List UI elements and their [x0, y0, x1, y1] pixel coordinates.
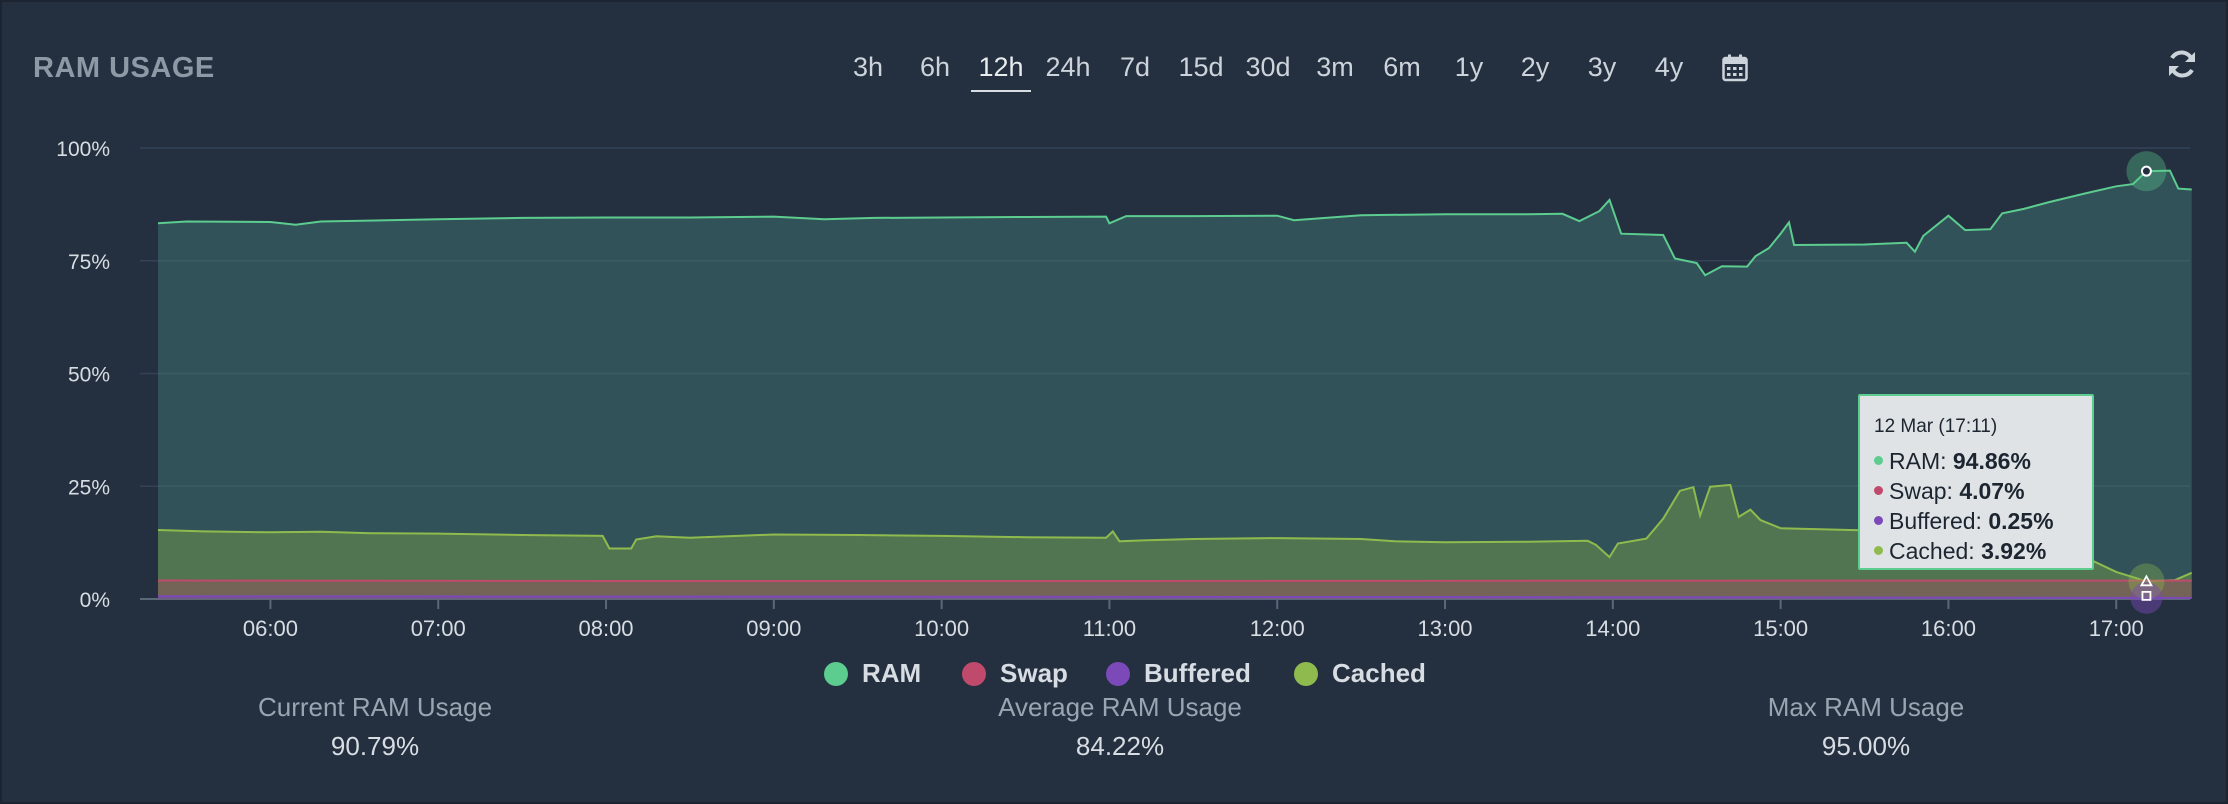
legend-label: Swap: [1000, 658, 1068, 688]
stat-label: Max RAM Usage: [1767, 692, 1965, 722]
tooltip-series-value: 0.25%: [1988, 508, 2054, 534]
range-6m[interactable]: 6m: [1383, 52, 1421, 82]
tooltip-series-value: 4.07%: [1959, 478, 2025, 504]
range-6h[interactable]: 6h: [919, 52, 951, 82]
legend-item-ram[interactable]: RAM: [824, 658, 921, 689]
panel-title: RAM USAGE: [33, 52, 215, 84]
range-24h[interactable]: 24h: [1045, 52, 1091, 82]
tooltip-series-value: 94.86%: [1952, 448, 2031, 474]
series-area-swap: [158, 580, 2192, 599]
active-range-underline: [971, 90, 1031, 92]
series-line-ram: [157, 169, 2192, 277]
range-30d[interactable]: 30d: [1245, 52, 1291, 82]
legend-item-swap[interactable]: Swap: [962, 658, 1068, 689]
hover-halo-cached: [2128, 563, 2165, 600]
hover-halo-buffered: [2130, 581, 2163, 614]
tooltip-row-buffered: Buffered: 0.25%: [1874, 506, 2078, 536]
x-tick-label: 13:00: [1417, 616, 1472, 641]
stat-value: 90.79%: [330, 731, 420, 761]
legend-label: RAM: [862, 658, 922, 688]
calendar-icon[interactable]: [1722, 54, 1748, 82]
tooltip-dot: [1874, 456, 1883, 466]
hover-marker-ram: [2140, 165, 2152, 177]
tooltip-dot: [1874, 546, 1883, 556]
tooltip-series-value: 3.92%: [1981, 538, 2047, 564]
y-tick-label: 25%: [68, 476, 110, 499]
series-area-cached: [158, 484, 2192, 599]
x-tick-label: 15:00: [1753, 616, 1808, 641]
series-area-ram: [158, 170, 2192, 599]
range-3y[interactable]: 3y: [1587, 52, 1617, 82]
x-tick-label: 10:00: [914, 616, 969, 641]
tooltip-series-name: Swap:: [1889, 478, 1960, 504]
tooltip-series-name: RAM:: [1889, 448, 1953, 474]
tooltip-dot: [1874, 486, 1883, 496]
tooltip-row-ram: RAM: 94.86%: [1874, 446, 2078, 476]
max-ram-usage: Max RAM Usage 95.00%: [1768, 692, 1965, 762]
x-tick-label: 12:00: [1250, 616, 1305, 641]
range-7d[interactable]: 7d: [1119, 52, 1151, 82]
tooltip-series-name: Cached:: [1889, 538, 1982, 564]
legend-label: Buffered: [1144, 658, 1251, 688]
y-tick-label: 50%: [68, 364, 110, 387]
hover-marker-buffered: [2141, 590, 2152, 601]
series-line-cached: [157, 483, 2193, 583]
range-3h[interactable]: 3h: [852, 52, 884, 82]
legend-dot: [1106, 661, 1130, 686]
ram-usage-chart[interactable]: 0% 25% 50% 75% 100% 06:00 07:00 08:00 09:00 10:00…: [2, 2, 2228, 642]
x-tick-label: 09:00: [746, 616, 801, 641]
tooltip-row-swap: Swap: 4.07%: [1874, 476, 2078, 506]
y-tick-label: 100%: [56, 138, 110, 161]
legend-item-cached[interactable]: Cached: [1294, 658, 1426, 689]
x-tick-label: 07:00: [411, 616, 466, 641]
average-ram-usage: Average RAM Usage 84.22%: [998, 692, 1242, 762]
chart-legend: RAM Swap Buffered Cached: [2, 658, 2228, 694]
x-tick-label: 06:00: [243, 616, 298, 641]
series-line-buffered: [157, 595, 2192, 599]
legend-dot: [962, 661, 986, 686]
stat-value: 84.22%: [1075, 731, 1165, 761]
current-ram-usage: Current RAM Usage 90.79%: [258, 692, 492, 762]
x-tick-label: 11:00: [1083, 616, 1136, 641]
y-tick-label: 75%: [68, 251, 110, 274]
stat-label: Current RAM Usage: [257, 692, 493, 722]
stat-label: Average RAM Usage: [998, 692, 1242, 722]
refresh-icon[interactable]: [2166, 48, 2198, 80]
stat-value: 95.00%: [1821, 731, 1911, 761]
y-tick-label: 0%: [80, 589, 110, 612]
range-15d[interactable]: 15d: [1178, 52, 1224, 82]
range-1y[interactable]: 1y: [1454, 52, 1484, 82]
series-line-swap: [157, 579, 2192, 582]
x-tick-label: 08:00: [578, 616, 633, 641]
range-4y[interactable]: 4y: [1654, 52, 1684, 82]
tooltip-date: 12 Mar (17:11): [1874, 416, 1998, 437]
range-3m[interactable]: 3m: [1316, 52, 1354, 82]
tooltip-series-name: Buffered:: [1889, 508, 1989, 534]
range-12h[interactable]: 12h: [978, 52, 1024, 82]
time-range-selector: 3h 6h 12h 24h 7d 15d 30d 3m 6m 1y 2y 3y 4y: [2, 46, 2228, 96]
range-2y[interactable]: 2y: [1520, 52, 1550, 82]
x-tick-label: 16:00: [1921, 616, 1976, 641]
legend-dot: [824, 661, 848, 686]
hover-marker-cached: [2139, 574, 2153, 587]
legend-label: Cached: [1332, 658, 1426, 688]
x-tick-label: 14:00: [1585, 616, 1640, 641]
legend-dot: [1294, 661, 1318, 686]
legend-item-buffered[interactable]: Buffered: [1106, 658, 1251, 689]
tooltip-row-cached: Cached: 3.92%: [1874, 536, 2078, 566]
tooltip-dot: [1874, 516, 1883, 526]
x-tick-label: 17:00: [2089, 616, 2144, 641]
chart-tooltip: 12 Mar (17:11) RAM: 94.86% Swap: 4.07% Buf…: [1858, 394, 2094, 570]
